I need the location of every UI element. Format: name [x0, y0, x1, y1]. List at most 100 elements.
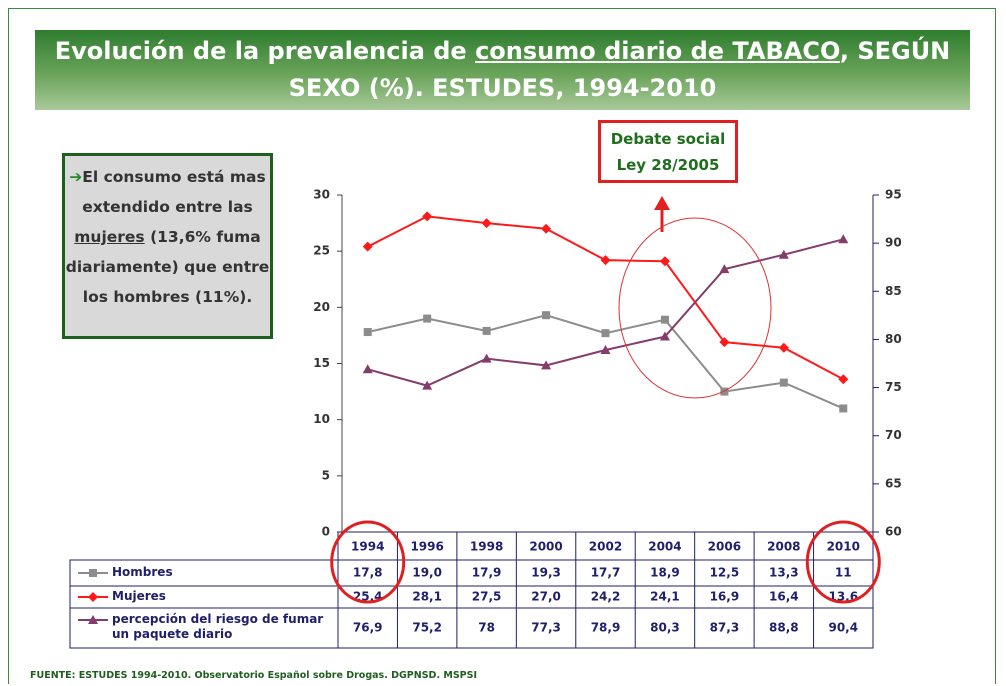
chart: 0 5 10 15 20 25 30 60 65 70 75 80 85 90 95 1994 1996 1998…: [69, 188, 902, 649]
y2-tick-label: 95: [885, 188, 902, 202]
data-label: 19,3: [531, 566, 561, 580]
highlight-ellipse: [618, 217, 772, 399]
y-tick-label: 30: [313, 188, 330, 202]
marker: [422, 211, 433, 222]
highlight-circle: [330, 520, 406, 604]
y2-tick-label: 65: [885, 476, 902, 490]
debate-text: Ley 28/2005: [616, 156, 720, 174]
title-text: , SEGÚN SEXO (%). ESTUDES, 1994-2010: [288, 37, 951, 102]
marker: [88, 592, 98, 602]
data-label: 12,5: [710, 566, 740, 580]
data-label: 24,1: [650, 590, 680, 604]
data-label: 19,0: [412, 566, 442, 580]
data-label: 75,2: [412, 621, 442, 635]
marker: [659, 256, 670, 267]
y2-tick-label: 60: [885, 525, 902, 539]
slide-title: Evolución de la prevalencia de consumo d…: [35, 30, 970, 110]
marker: [720, 387, 729, 396]
marker: [423, 314, 432, 323]
marker: [88, 615, 98, 624]
marker: [838, 374, 849, 385]
y-tick-label: 5: [322, 468, 330, 482]
y-tick-label: 0: [322, 525, 330, 539]
marker: [601, 329, 610, 338]
y2-tick-label: 70: [885, 428, 902, 442]
marker: [600, 255, 611, 266]
y2-tick-label: 80: [885, 332, 902, 346]
legend-label: percepción del riesgo de fumar un paquet…: [112, 612, 324, 641]
marker: [541, 360, 552, 370]
marker: [778, 342, 789, 353]
highlight-circle: [805, 520, 881, 604]
slide-frame: [8, 8, 996, 684]
x-tick-label: 1998: [470, 540, 503, 554]
note-text: (13,6% fuma diariamente) que entre los h…: [65, 228, 270, 306]
marker: [422, 380, 433, 390]
marker: [363, 328, 372, 337]
data-label: 87,3: [710, 621, 740, 635]
marker: [541, 223, 552, 234]
y-tick-label: 25: [313, 244, 330, 258]
marker: [600, 345, 611, 355]
data-label: 24,2: [591, 590, 621, 604]
marker: [719, 264, 730, 274]
note-text: El consumo está mas extendido entre las: [82, 168, 266, 216]
data-label: 88,8: [769, 621, 799, 635]
data-label: 27,0: [531, 590, 561, 604]
x-tick-label: 1994: [351, 540, 384, 554]
data-label: 17,8: [353, 566, 383, 580]
legend-label: Hombres: [112, 565, 173, 579]
series-line: [367, 215, 844, 381]
arrow-icon: ➔: [69, 168, 83, 186]
marker: [362, 241, 373, 252]
x-tick-label: 2006: [708, 540, 741, 554]
marker: [719, 337, 730, 348]
y2-tick-label: 85: [885, 284, 902, 298]
data-label: 90,4: [828, 621, 858, 635]
marker: [362, 364, 373, 374]
data-label: 76,9: [353, 621, 383, 635]
x-tick-label: 2010: [827, 540, 860, 554]
data-label: 17,9: [472, 566, 502, 580]
x-tick-label: 2000: [529, 540, 562, 554]
data-label: 16,4: [769, 590, 799, 604]
arrow-head: [654, 196, 670, 210]
y-tick-label: 15: [313, 356, 330, 370]
data-label: 13,3: [769, 566, 799, 580]
data-label: 78,9: [591, 621, 621, 635]
note-text: mujeres: [74, 228, 145, 246]
data-label: 11: [835, 566, 852, 580]
title-text: consumo diario de TABACO: [475, 37, 840, 65]
marker: [482, 326, 491, 335]
data-label: 17,7: [591, 566, 621, 580]
data-label: 16,9: [710, 590, 740, 604]
marker: [838, 234, 849, 244]
x-tick-label: 2002: [589, 540, 622, 554]
y-tick-label: 20: [313, 300, 330, 314]
y2-tick-label: 75: [885, 380, 902, 394]
marker: [659, 331, 670, 341]
marker: [481, 218, 492, 229]
data-label: 77,3: [531, 621, 561, 635]
y2-tick-label: 90: [885, 236, 902, 250]
data-label: 27,5: [472, 590, 502, 604]
marker: [89, 569, 97, 577]
y-tick-label: 10: [313, 412, 330, 426]
marker: [542, 311, 551, 320]
data-label: 18,9: [650, 566, 680, 580]
x-tick-label: 1996: [410, 540, 443, 554]
debate-box: Debate social Ley 28/2005: [598, 120, 738, 183]
marker: [481, 353, 492, 363]
marker: [779, 378, 788, 387]
source-note: FUENTE: ESTUDES 1994-2010. Observatorio …: [30, 670, 477, 681]
x-tick-label: 2004: [648, 540, 681, 554]
title-text: Evolución de la prevalencia de: [54, 37, 476, 65]
legend-label: Mujeres: [112, 589, 166, 603]
note-box: ➔El consumo está mas extendido entre las…: [62, 153, 273, 339]
debate-text: Debate social: [610, 130, 726, 148]
data-label: 28,1: [412, 590, 442, 604]
marker: [660, 315, 669, 324]
data-label: 78: [478, 621, 495, 635]
x-tick-label: 2008: [767, 540, 800, 554]
marker: [839, 404, 848, 413]
